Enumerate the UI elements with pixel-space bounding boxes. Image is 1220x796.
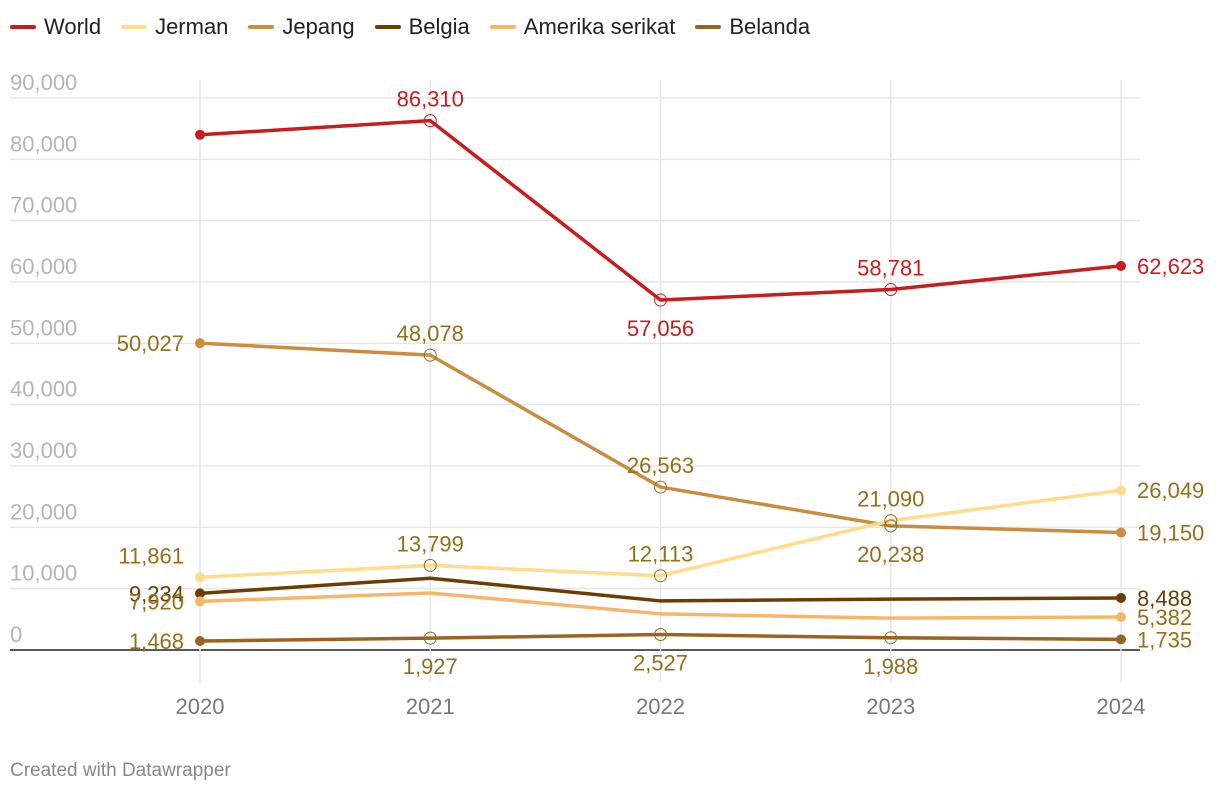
data-label: 9,234 bbox=[129, 581, 184, 606]
data-label: 1,927 bbox=[403, 654, 458, 679]
data-label: 13,799 bbox=[397, 531, 464, 556]
y-tick-label: 80,000 bbox=[10, 131, 77, 156]
legend: World Jerman Jepang Belgia Amerika serikat Be… bbox=[10, 14, 810, 40]
data-point bbox=[654, 293, 667, 307]
legend-item: Amerika serikat bbox=[489, 14, 676, 40]
data-point bbox=[195, 588, 205, 599]
legend-item: Belanda bbox=[695, 14, 810, 40]
legend-item: Jerman bbox=[121, 14, 228, 40]
legend-label: Belanda bbox=[729, 14, 811, 39]
data-point bbox=[423, 114, 437, 128]
data-label: 1,468 bbox=[129, 629, 184, 654]
legend-item: Belgia bbox=[374, 14, 470, 40]
data-label: 19,150 bbox=[1137, 521, 1204, 546]
legend-label: World bbox=[44, 14, 102, 39]
data-label: 2,527 bbox=[633, 651, 688, 676]
data-point bbox=[423, 558, 437, 572]
legend-swatch bbox=[695, 25, 722, 29]
data-point bbox=[884, 631, 898, 645]
data-point bbox=[423, 631, 437, 645]
series-line bbox=[198, 118, 1123, 302]
data-label: 62,623 bbox=[1137, 254, 1204, 279]
legend-swatch bbox=[10, 25, 36, 29]
data-point bbox=[1116, 527, 1126, 538]
data-point bbox=[654, 569, 667, 583]
x-tick-label: 2024 bbox=[1097, 694, 1146, 719]
y-axis-ticks: 0 10,000 20,000 30,000 40,000 50,000 60,000 70,… bbox=[10, 70, 77, 647]
data-label: 26,563 bbox=[627, 453, 694, 478]
data-point bbox=[654, 480, 667, 494]
series-line bbox=[198, 591, 1123, 620]
data-label: 7,920 bbox=[129, 589, 184, 614]
data-label: 86,310 bbox=[397, 87, 464, 112]
data-point bbox=[195, 635, 205, 646]
y-tick-label: 30,000 bbox=[10, 438, 77, 463]
data-labels: 86,310 57,056 58,781 62,623 11,861 13,799 12,1… bbox=[117, 87, 1205, 680]
series-line bbox=[198, 341, 1123, 535]
data-point bbox=[1116, 634, 1126, 645]
legend-item: World bbox=[10, 14, 101, 40]
y-tick-label: 0 bbox=[10, 622, 22, 647]
legend-label: Jerman bbox=[155, 14, 229, 39]
data-point bbox=[195, 596, 205, 607]
x-tick-label: 2022 bbox=[636, 694, 685, 719]
y-tick-label: 50,000 bbox=[10, 315, 77, 340]
data-point bbox=[1116, 485, 1126, 496]
data-point bbox=[884, 519, 898, 533]
data-point bbox=[654, 628, 667, 642]
data-label: 26,049 bbox=[1137, 478, 1204, 503]
legend-label: Jepang bbox=[282, 14, 355, 39]
legend-swatch bbox=[374, 25, 401, 29]
x-tick-label: 2023 bbox=[866, 694, 915, 719]
legend-swatch bbox=[121, 25, 148, 29]
y-tick-label: 10,000 bbox=[10, 561, 77, 586]
y-tick-label: 70,000 bbox=[10, 193, 77, 218]
legend-label: Amerika serikat bbox=[523, 14, 676, 39]
data-point bbox=[195, 572, 205, 583]
legend-item: Jepang bbox=[248, 14, 355, 40]
data-point bbox=[1116, 260, 1126, 271]
data-label: 8,488 bbox=[1137, 586, 1192, 611]
data-label: 20,238 bbox=[857, 542, 924, 567]
data-label: 1,735 bbox=[1137, 627, 1192, 652]
legend-label: Belgia bbox=[408, 14, 470, 39]
data-label: 21,090 bbox=[857, 487, 924, 512]
x-tick-label: 2020 bbox=[176, 694, 225, 719]
data-label: 11,861 bbox=[118, 543, 184, 568]
data-point bbox=[195, 129, 205, 140]
y-tick-label: 90,000 bbox=[10, 70, 77, 95]
data-label: 1,988 bbox=[863, 654, 918, 679]
data-point bbox=[1116, 611, 1126, 622]
y-tick-label: 20,000 bbox=[10, 499, 77, 524]
legend-swatch bbox=[248, 25, 275, 29]
series-line bbox=[198, 632, 1123, 643]
x-axis-ticks: 2020 2021 2022 2023 2024 bbox=[176, 694, 1146, 719]
data-label: 58,781 bbox=[857, 255, 924, 280]
y-tick-label: 40,000 bbox=[10, 377, 77, 402]
data-point bbox=[423, 348, 437, 362]
data-label: 57,056 bbox=[627, 316, 694, 341]
data-point bbox=[1116, 592, 1126, 603]
legend-swatch bbox=[489, 25, 516, 29]
data-point bbox=[195, 338, 205, 349]
series-lines bbox=[195, 114, 1126, 646]
series-line bbox=[198, 488, 1123, 580]
data-label: 50,027 bbox=[117, 331, 184, 356]
footer-credit: Created with Datawrapper bbox=[10, 760, 231, 781]
y-tick-label: 60,000 bbox=[10, 254, 77, 279]
x-tick-label: 2021 bbox=[406, 694, 455, 719]
data-label: 12,113 bbox=[628, 542, 694, 567]
series-line bbox=[198, 576, 1123, 603]
data-point bbox=[884, 282, 898, 296]
data-label: 5,382 bbox=[1137, 605, 1192, 630]
data-label: 48,078 bbox=[397, 321, 464, 346]
data-point bbox=[884, 514, 898, 528]
